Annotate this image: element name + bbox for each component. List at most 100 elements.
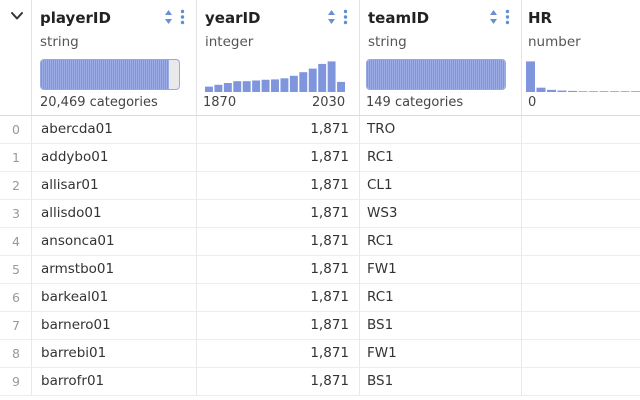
column-header-hr[interactable]: HR number 0 <box>522 0 640 116</box>
histogram-bar <box>599 91 609 92</box>
more-vertical-icon[interactable] <box>505 9 510 25</box>
histogram-max-label: 2030 <box>312 95 346 110</box>
category-summary-bar <box>366 59 506 90</box>
table-row[interactable]: 7 barnero01 1,871 BS1 <box>0 312 640 340</box>
histogram-bar <box>536 87 546 92</box>
category-count: 149 categories <box>366 95 464 110</box>
row-index: 0 <box>0 116 32 143</box>
cell-playerid[interactable]: allisdo01 <box>32 200 197 227</box>
cell-yearid[interactable]: 1,871 <box>197 144 360 171</box>
histogram-bar <box>589 91 598 92</box>
histogram-bar <box>223 83 232 92</box>
column-type: integer <box>205 34 254 50</box>
cell-yearid[interactable]: 1,871 <box>197 284 360 311</box>
table-row[interactable]: 9 barrofr01 1,871 BS1 <box>0 368 640 396</box>
histogram-min-label: 1870 <box>203 95 237 110</box>
cell-teamid[interactable]: CL1 <box>360 172 522 199</box>
cell-hr[interactable] <box>522 200 640 227</box>
sort-icon[interactable] <box>489 9 498 25</box>
cell-yearid[interactable]: 1,871 <box>197 200 360 227</box>
cell-yearid[interactable]: 1,871 <box>197 256 360 283</box>
histogram-bar <box>547 89 556 92</box>
cell-playerid[interactable]: abercda01 <box>32 116 197 143</box>
cell-playerid[interactable]: armstbo01 <box>32 256 197 283</box>
sort-icon[interactable] <box>327 9 336 25</box>
table-row[interactable]: 2 allisar01 1,871 CL1 <box>0 172 640 200</box>
category-count: 20,469 categories <box>40 95 158 110</box>
table-row[interactable]: 5 armstbo01 1,871 FW1 <box>0 256 640 284</box>
table-row[interactable]: 0 abercda01 1,871 TRO <box>0 116 640 144</box>
cell-teamid[interactable]: RC1 <box>360 228 522 255</box>
cell-hr[interactable] <box>522 256 640 283</box>
cell-teamid[interactable]: TRO <box>360 116 522 143</box>
cell-teamid[interactable]: BS1 <box>360 368 522 395</box>
column-header-yearid[interactable]: yearID integer 1870 2030 <box>197 0 360 116</box>
column-type: number <box>528 34 581 50</box>
table-row[interactable]: 1 addybo01 1,871 RC1 <box>0 144 640 172</box>
cell-hr[interactable] <box>522 228 640 255</box>
table-row[interactable]: 6 barkeal01 1,871 RC1 <box>0 284 640 312</box>
histogram-bar <box>557 90 567 92</box>
cell-teamid[interactable]: FW1 <box>360 340 522 367</box>
cell-hr[interactable] <box>522 284 640 311</box>
histogram-bar <box>578 91 588 92</box>
row-index: 3 <box>0 200 32 227</box>
cell-playerid[interactable]: addybo01 <box>32 144 197 171</box>
cell-yearid[interactable]: 1,871 <box>197 368 360 395</box>
row-index: 1 <box>0 144 32 171</box>
cell-teamid[interactable]: FW1 <box>360 256 522 283</box>
column-name: playerID <box>40 9 111 27</box>
histogram-bar <box>205 86 213 92</box>
table-row[interactable]: 3 allisdo01 1,871 WS3 <box>0 200 640 228</box>
histogram-bar <box>214 84 223 92</box>
column-type: string <box>40 34 79 50</box>
sort-icon[interactable] <box>164 9 173 25</box>
column-header-teamid[interactable]: teamID string 149 categories <box>360 0 522 116</box>
histogram-bar <box>337 81 345 92</box>
histogram-bar <box>289 75 298 92</box>
table-row[interactable]: 4 ansonca01 1,871 RC1 <box>0 228 640 256</box>
cell-playerid[interactable]: allisar01 <box>32 172 197 199</box>
cell-playerid[interactable]: barkeal01 <box>32 284 197 311</box>
histogram-min-label: 0 <box>528 95 537 110</box>
cell-yearid[interactable]: 1,871 <box>197 228 360 255</box>
cell-hr[interactable] <box>522 340 640 367</box>
histogram <box>526 61 640 92</box>
row-index: 4 <box>0 228 32 255</box>
histogram-bar <box>261 79 270 92</box>
cell-hr[interactable] <box>522 368 640 395</box>
cell-playerid[interactable]: barnero01 <box>32 312 197 339</box>
cell-yearid[interactable]: 1,871 <box>197 312 360 339</box>
cell-playerid[interactable]: ansonca01 <box>32 228 197 255</box>
column-name: teamID <box>368 9 430 27</box>
cell-playerid[interactable]: barrebi01 <box>32 340 197 367</box>
cell-hr[interactable] <box>522 144 640 171</box>
cell-teamid[interactable]: WS3 <box>360 200 522 227</box>
chevron-down-icon[interactable] <box>9 8 25 24</box>
header-corner <box>0 0 32 116</box>
row-index: 7 <box>0 312 32 339</box>
cell-hr[interactable] <box>522 116 640 143</box>
more-vertical-icon[interactable] <box>343 9 348 25</box>
row-index: 5 <box>0 256 32 283</box>
row-index: 6 <box>0 284 32 311</box>
cell-teamid[interactable]: RC1 <box>360 284 522 311</box>
histogram-bar <box>327 61 336 92</box>
cell-yearid[interactable]: 1,871 <box>197 340 360 367</box>
histogram <box>205 61 345 92</box>
cell-playerid[interactable]: barrofr01 <box>32 368 197 395</box>
histogram-bar <box>233 81 242 92</box>
more-vertical-icon[interactable] <box>180 9 185 25</box>
cell-teamid[interactable]: RC1 <box>360 144 522 171</box>
cell-hr[interactable] <box>522 312 640 339</box>
histogram-bar <box>308 68 317 92</box>
category-summary-bar <box>40 59 180 90</box>
cell-yearid[interactable]: 1,871 <box>197 116 360 143</box>
cell-yearid[interactable]: 1,871 <box>197 172 360 199</box>
histogram-bar <box>299 72 308 92</box>
table-row[interactable]: 8 barrebi01 1,871 FW1 <box>0 340 640 368</box>
cell-teamid[interactable]: BS1 <box>360 312 522 339</box>
column-header-playerid[interactable]: playerID string 20,469 categories <box>32 0 197 116</box>
cell-hr[interactable] <box>522 172 640 199</box>
histogram-bar <box>620 91 630 92</box>
